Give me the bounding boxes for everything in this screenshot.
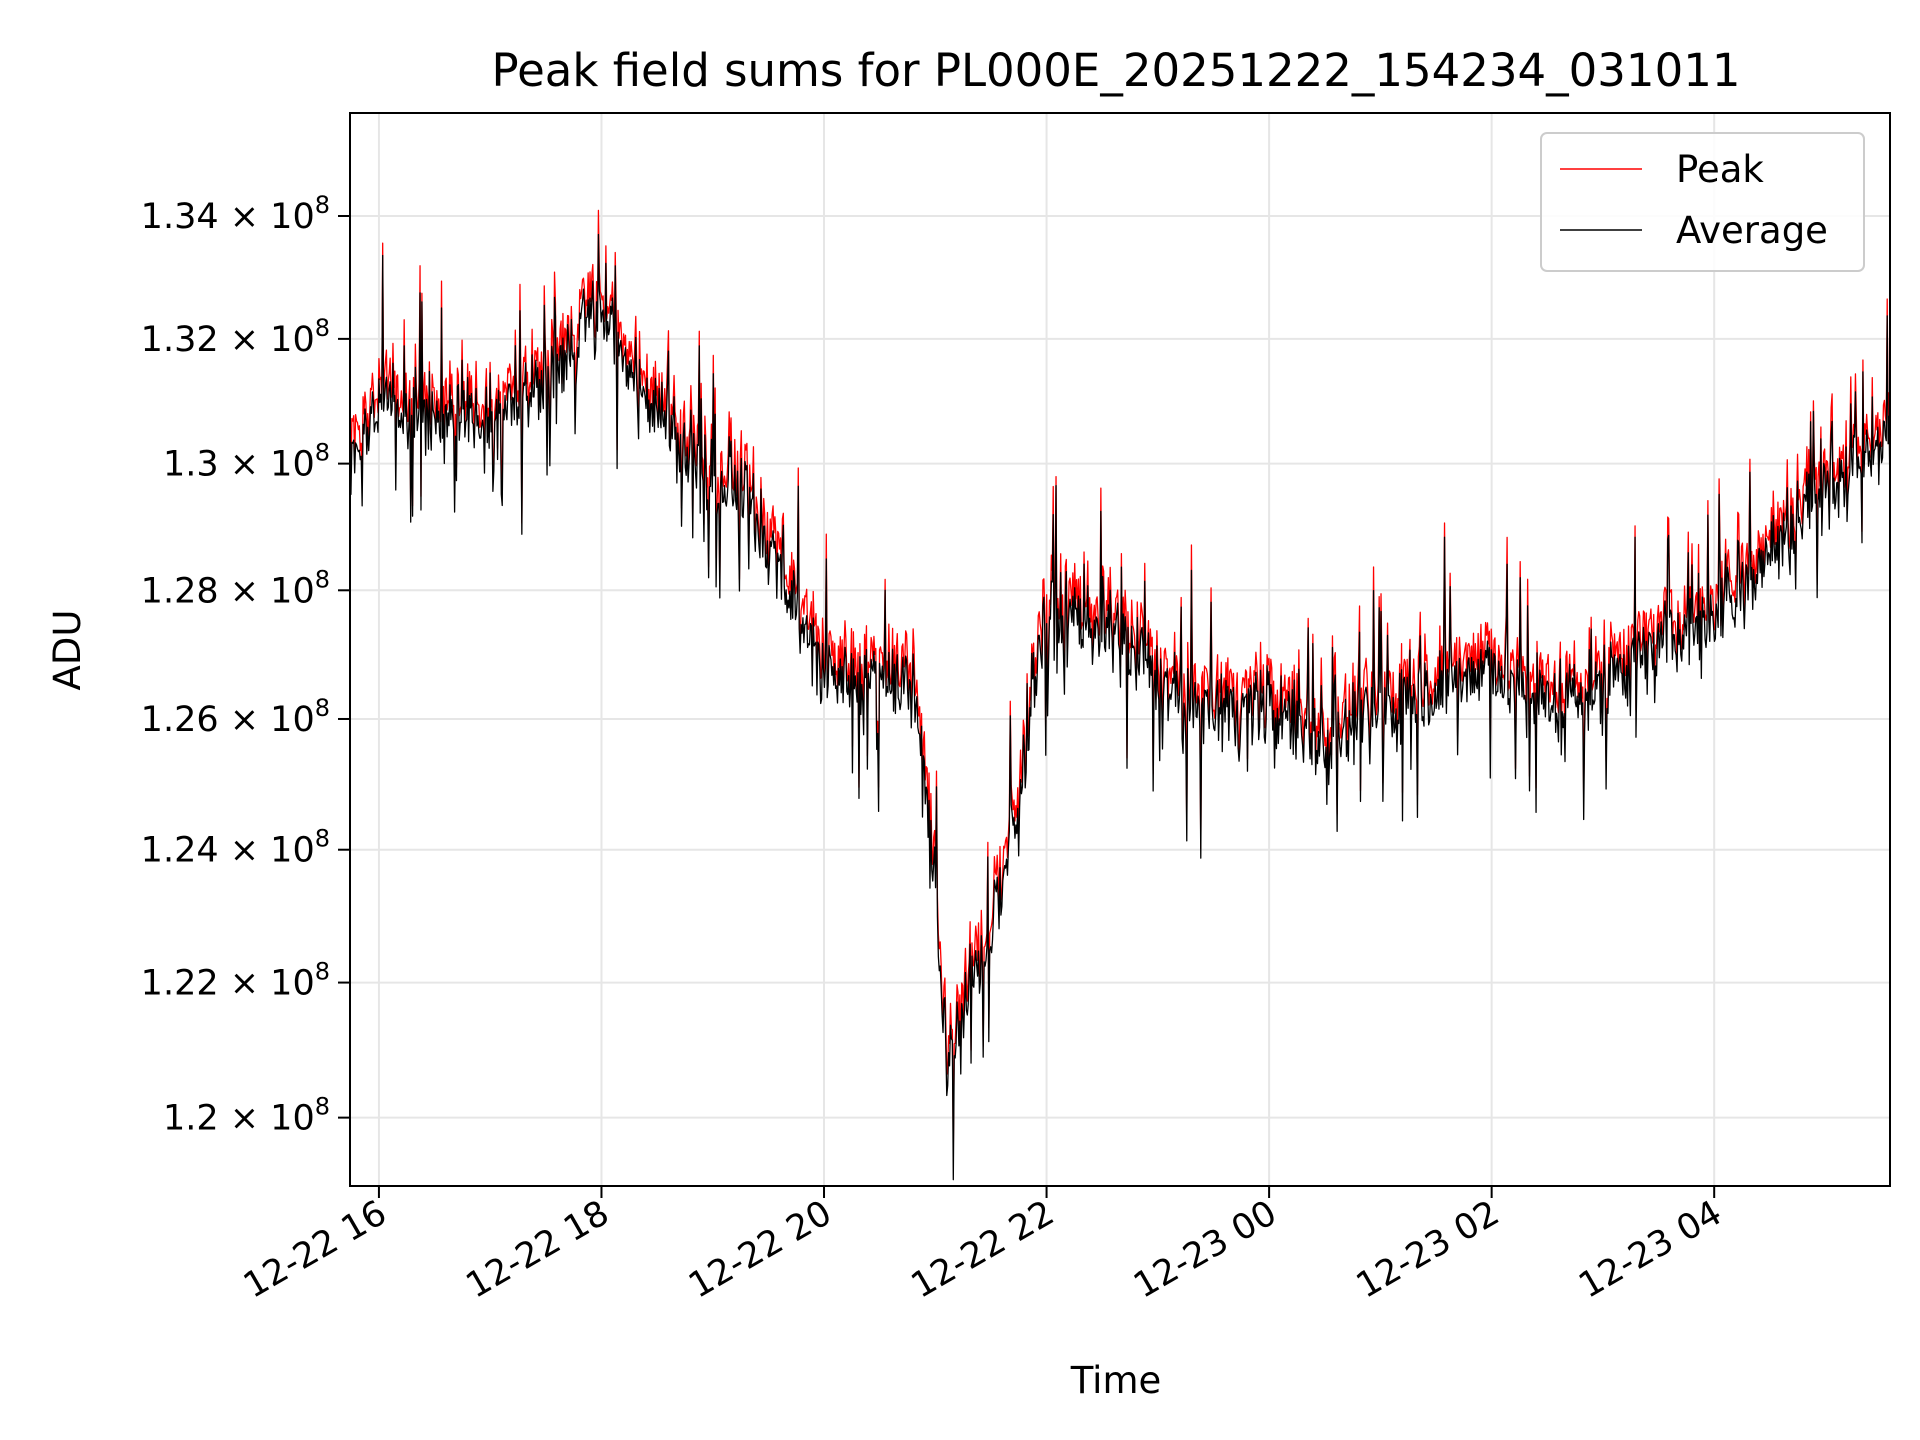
y-axis-title: ADU (46, 610, 89, 691)
x-tick-label: 12-23 02 (1350, 1193, 1506, 1306)
legend-label-peak: Peak (1676, 148, 1764, 191)
y-tick-label: 1.26 × 108 (141, 694, 330, 740)
legend: Peak Average (1540, 132, 1865, 272)
x-axis-ticks: 12-22 16 12-22 18 12-22 20 12-22 22 12-23 00… (237, 1186, 1729, 1306)
y-tick-label: 1.3 × 108 (163, 439, 330, 485)
plot-frame (349, 112, 1891, 1187)
series-line-average (350, 233, 1890, 1181)
x-tick-label: 12-23 00 (1127, 1193, 1283, 1306)
chart-title: Peak field sums for PL000E_20251222_1542… (492, 44, 1741, 97)
legend-label-average: Average (1676, 209, 1828, 252)
y-gridlines (350, 215, 1890, 1119)
x-axis-title: Time (1070, 1359, 1162, 1402)
y-axis-ticks: 1.2 × 108 1.22 × 108 1.24 × 108 1.26 × 108 1… (141, 191, 350, 1139)
legend-box (1540, 132, 1865, 272)
x-tick-label: 12-22 20 (682, 1193, 838, 1306)
x-tick-label: 12-22 18 (460, 1193, 616, 1306)
y-tick-label: 1.32 × 108 (141, 314, 330, 360)
y-tick-label: 1.2 × 108 (163, 1093, 330, 1139)
x-tick-label: 12-22 16 (237, 1193, 393, 1306)
y-tick-label: 1.24 × 108 (141, 825, 330, 871)
y-tick-label: 1.28 × 108 (141, 565, 330, 611)
y-tick-label: 1.34 × 108 (141, 191, 330, 237)
y-tick-label: 1.22 × 108 (141, 958, 330, 1004)
x-tick-label: 12-23 04 (1572, 1193, 1728, 1306)
x-tick-label: 12-22 22 (905, 1193, 1061, 1306)
